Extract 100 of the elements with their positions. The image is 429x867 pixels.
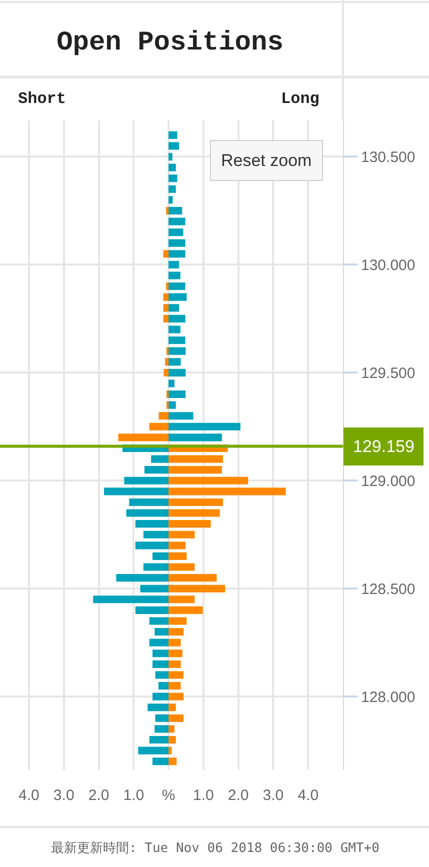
bar — [168, 142, 179, 150]
bar — [168, 314, 186, 322]
bar — [168, 401, 176, 409]
bar — [148, 704, 169, 712]
bar — [168, 272, 180, 280]
y-tick-label: 130.500 — [361, 148, 416, 166]
bar — [168, 152, 172, 160]
bar — [168, 692, 184, 700]
bar — [158, 412, 169, 420]
bar — [168, 282, 186, 290]
y-tick-label: 130.000 — [361, 256, 416, 274]
bar — [168, 218, 186, 226]
bar — [168, 758, 177, 766]
bar — [155, 714, 169, 722]
bar — [168, 174, 178, 182]
bar — [168, 131, 178, 139]
bar — [168, 746, 172, 754]
y-tick-label: 128.500 — [361, 580, 416, 598]
bar — [154, 725, 169, 733]
bar — [149, 736, 169, 744]
x-tick-label: 4.0 — [298, 787, 319, 804]
bar — [166, 347, 169, 355]
bar — [168, 164, 176, 172]
bar — [168, 228, 184, 236]
y-tick-label: 129.000 — [361, 472, 416, 490]
bar — [168, 671, 184, 679]
bar — [168, 206, 182, 214]
bar — [168, 650, 182, 658]
bar — [168, 185, 176, 193]
annotation: Reset zoom — [221, 151, 312, 170]
bar — [166, 282, 169, 290]
bar — [163, 250, 169, 258]
bar — [126, 509, 169, 517]
bar — [168, 584, 226, 592]
bar — [168, 196, 173, 204]
bar — [152, 692, 169, 700]
bar — [168, 304, 179, 312]
x-tick-label: 3.0 — [262, 787, 284, 804]
bar — [168, 574, 217, 582]
text: Long — [281, 90, 320, 108]
bar — [166, 390, 169, 398]
bar — [149, 617, 169, 625]
x-tick-label: 2.0 — [228, 787, 249, 804]
bar — [116, 574, 169, 582]
x-tick-label: 1.0 — [193, 787, 214, 804]
bar — [168, 336, 186, 344]
bar — [143, 530, 169, 538]
bar — [168, 347, 186, 355]
bar — [152, 660, 169, 668]
bar — [152, 650, 169, 658]
bar — [168, 628, 184, 636]
chart-title: Open Positions — [56, 28, 284, 58]
bar — [152, 758, 169, 766]
bar — [168, 617, 187, 625]
x-tick-label: 3.0 — [53, 787, 74, 804]
bar — [155, 671, 169, 679]
y-tick-label: 128.000 — [361, 688, 416, 706]
text: Short — [18, 90, 66, 108]
bar — [118, 434, 169, 442]
bar — [168, 412, 194, 420]
bar — [168, 358, 181, 366]
bar — [163, 314, 169, 322]
bar — [144, 466, 169, 474]
bar — [163, 304, 169, 312]
y-tick-label: 129.500 — [361, 364, 416, 382]
bar — [143, 563, 169, 571]
x-tick-label: 1.0 — [123, 787, 144, 804]
bar — [168, 520, 211, 528]
bar — [164, 368, 169, 376]
bar — [124, 476, 169, 484]
bar — [138, 746, 169, 754]
bar — [104, 488, 169, 496]
bar — [168, 606, 203, 614]
bar — [168, 530, 195, 538]
bar — [168, 390, 186, 398]
bar — [163, 293, 169, 301]
bar — [168, 434, 222, 442]
bar — [129, 498, 169, 506]
bar — [168, 682, 181, 690]
bar — [168, 488, 286, 496]
bar — [168, 638, 181, 646]
bar — [168, 368, 186, 376]
bar — [168, 466, 222, 474]
bar — [135, 542, 169, 550]
bar — [168, 714, 184, 722]
bar — [168, 552, 187, 560]
bar — [168, 498, 223, 506]
bar — [168, 476, 248, 484]
bar — [168, 239, 186, 247]
bar — [135, 606, 169, 614]
x-tick-label: % — [162, 787, 176, 804]
bar — [135, 520, 169, 528]
bar — [168, 542, 186, 550]
bar — [149, 638, 169, 646]
bar — [158, 682, 169, 690]
bar — [93, 596, 169, 604]
bar — [140, 584, 169, 592]
bar — [168, 326, 180, 334]
bar — [168, 509, 220, 517]
bar — [168, 704, 176, 712]
